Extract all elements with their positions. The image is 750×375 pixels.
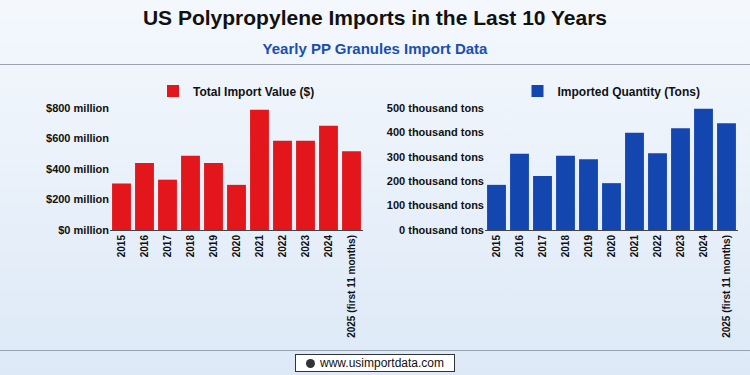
svg-text:2017: 2017 bbox=[162, 235, 173, 258]
svg-text:2021: 2021 bbox=[254, 235, 265, 258]
svg-text:400 thousand tons: 400 thousand tons bbox=[387, 126, 484, 138]
svg-text:2023: 2023 bbox=[675, 235, 686, 258]
svg-text:2020: 2020 bbox=[606, 235, 617, 258]
svg-text:2025 (first 11 months): 2025 (first 11 months) bbox=[721, 235, 732, 338]
svg-text:$800 million: $800 million bbox=[46, 102, 109, 114]
svg-text:2018: 2018 bbox=[560, 235, 571, 258]
html-text:US Polypropylene Imports in th: US Polypropylene Imports in the Last 10 … bbox=[142, 6, 607, 29]
svg-text:2019: 2019 bbox=[208, 235, 219, 258]
svg-text:$600 million: $600 million bbox=[46, 132, 109, 144]
svg-text:2024: 2024 bbox=[323, 235, 334, 258]
html-text:Yearly PP Granules Import Data: Yearly PP Granules Import Data bbox=[262, 40, 488, 57]
svg-text:300 thousand tons: 300 thousand tons bbox=[387, 151, 484, 163]
svg-text:0 thousand tons: 0 thousand tons bbox=[399, 224, 484, 236]
svg-text:Imported Quantity (Tons): Imported Quantity (Tons) bbox=[558, 85, 700, 99]
svg-text:2024: 2024 bbox=[698, 235, 709, 258]
svg-text:$200 million: $200 million bbox=[46, 193, 109, 205]
svg-text:$0 million: $0 million bbox=[58, 224, 109, 236]
svg-text:2025 (first 11 months): 2025 (first 11 months) bbox=[346, 235, 357, 338]
svg-text:2023: 2023 bbox=[300, 235, 311, 258]
svg-text:2018: 2018 bbox=[185, 235, 196, 258]
svg-text:$400 million: $400 million bbox=[46, 163, 109, 175]
svg-text:500 thousand tons: 500 thousand tons bbox=[387, 102, 484, 114]
svg-text:2020: 2020 bbox=[231, 235, 242, 258]
svg-text:Total Import Value ($): Total Import Value ($) bbox=[193, 85, 314, 99]
svg-text:2022: 2022 bbox=[652, 235, 663, 258]
svg-text:2022: 2022 bbox=[277, 235, 288, 258]
svg-text:2015: 2015 bbox=[116, 235, 127, 258]
svg-text:100 thousand tons: 100 thousand tons bbox=[387, 199, 484, 211]
svg-text:2021: 2021 bbox=[629, 235, 640, 258]
svg-text:2016: 2016 bbox=[514, 235, 525, 258]
svg-text:2015: 2015 bbox=[491, 235, 502, 258]
svg-text:2019: 2019 bbox=[583, 235, 594, 258]
svg-text:2016: 2016 bbox=[139, 235, 150, 258]
svg-text:2017: 2017 bbox=[537, 235, 548, 258]
svg-text:200 thousand tons: 200 thousand tons bbox=[387, 175, 484, 187]
html-text:www.usimportdata.com: www.usimportdata.com bbox=[320, 356, 444, 370]
